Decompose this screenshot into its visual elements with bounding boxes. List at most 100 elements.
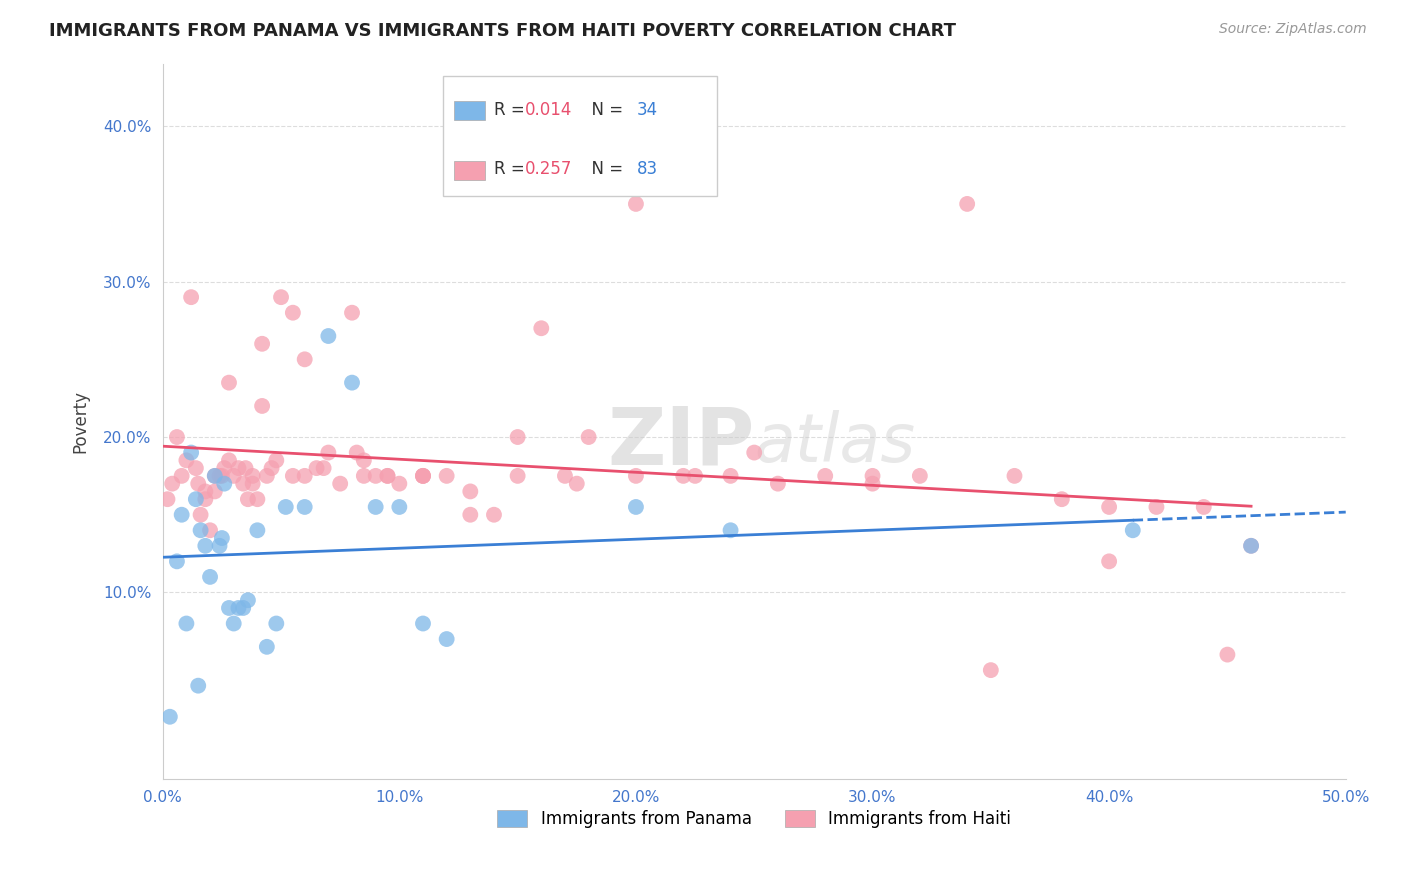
Point: [232, 601, 254, 615]
Point: [624, 197, 647, 211]
Point: [506, 468, 529, 483]
Point: [204, 484, 226, 499]
Point: [862, 468, 884, 483]
Point: [194, 539, 217, 553]
Point: [176, 453, 198, 467]
Point: [218, 601, 240, 615]
Point: [281, 468, 304, 483]
Point: [1098, 500, 1121, 514]
Text: IMMIGRANTS FROM PANAMA VS IMMIGRANTS FROM HAITI POVERTY CORRELATION CHART: IMMIGRANTS FROM PANAMA VS IMMIGRANTS FRO…: [49, 22, 956, 40]
Point: [180, 445, 202, 459]
Point: [1216, 648, 1239, 662]
Point: [624, 468, 647, 483]
Text: Source: ZipAtlas.com: Source: ZipAtlas.com: [1219, 22, 1367, 37]
Point: [281, 306, 304, 320]
Point: [1004, 468, 1026, 483]
Text: atlas: atlas: [754, 410, 915, 476]
Point: [346, 445, 368, 459]
Point: [329, 476, 352, 491]
Point: [388, 476, 411, 491]
Point: [228, 601, 250, 615]
Point: [187, 679, 209, 693]
Point: [187, 476, 209, 491]
Text: 0.257: 0.257: [524, 161, 572, 178]
Legend: Immigrants from Panama, Immigrants from Haiti: Immigrants from Panama, Immigrants from …: [491, 804, 1018, 835]
Point: [460, 484, 482, 499]
Point: [312, 461, 335, 475]
Point: [156, 492, 179, 507]
Point: [212, 461, 235, 475]
Point: [194, 484, 217, 499]
Point: [256, 640, 278, 654]
Point: [353, 453, 375, 467]
Point: [274, 500, 297, 514]
Point: [436, 468, 458, 483]
Point: [412, 468, 434, 483]
Point: [198, 523, 221, 537]
Point: [194, 492, 217, 507]
Point: [294, 468, 316, 483]
Point: [672, 468, 695, 483]
Point: [170, 468, 193, 483]
Point: [266, 616, 288, 631]
Point: [1192, 500, 1215, 514]
Point: [624, 500, 647, 514]
Point: [211, 468, 233, 483]
Point: [388, 500, 411, 514]
Text: 0.014: 0.014: [524, 101, 572, 119]
Point: [340, 376, 363, 390]
Point: [294, 352, 316, 367]
Text: 34: 34: [637, 101, 658, 119]
Point: [412, 468, 434, 483]
Point: [236, 492, 259, 507]
Text: N =: N =: [581, 101, 628, 119]
Point: [377, 468, 399, 483]
Text: R =: R =: [494, 161, 530, 178]
Point: [204, 468, 226, 483]
Point: [377, 468, 399, 483]
Point: [242, 476, 264, 491]
Point: [218, 376, 240, 390]
Point: [814, 468, 837, 483]
Point: [980, 663, 1002, 677]
Point: [530, 321, 553, 335]
Point: [208, 539, 231, 553]
Point: [482, 508, 505, 522]
Point: [318, 329, 340, 343]
Point: [250, 399, 273, 413]
Point: [190, 508, 212, 522]
Point: [246, 492, 269, 507]
Point: [412, 468, 434, 483]
Point: [242, 468, 264, 483]
Point: [232, 476, 254, 491]
Point: [166, 554, 188, 568]
Point: [720, 468, 742, 483]
Point: [506, 430, 529, 444]
Point: [908, 468, 931, 483]
Point: [305, 461, 328, 475]
Point: [460, 508, 482, 522]
Point: [212, 476, 235, 491]
Point: [766, 476, 789, 491]
Point: [364, 468, 387, 483]
Point: [862, 476, 884, 491]
Point: [236, 593, 259, 607]
Point: [184, 461, 207, 475]
Point: [294, 500, 316, 514]
Point: [565, 476, 588, 491]
Point: [228, 461, 250, 475]
Point: [176, 616, 198, 631]
Point: [190, 523, 212, 537]
Point: [1240, 539, 1263, 553]
Point: [211, 531, 233, 545]
Point: [340, 306, 363, 320]
Point: [222, 468, 245, 483]
Point: [683, 468, 706, 483]
Point: [742, 445, 765, 459]
Point: [208, 468, 231, 483]
Point: [204, 468, 226, 483]
Point: [1098, 554, 1121, 568]
Point: [159, 710, 181, 724]
Point: [166, 430, 188, 444]
Y-axis label: Poverty: Poverty: [72, 390, 89, 453]
